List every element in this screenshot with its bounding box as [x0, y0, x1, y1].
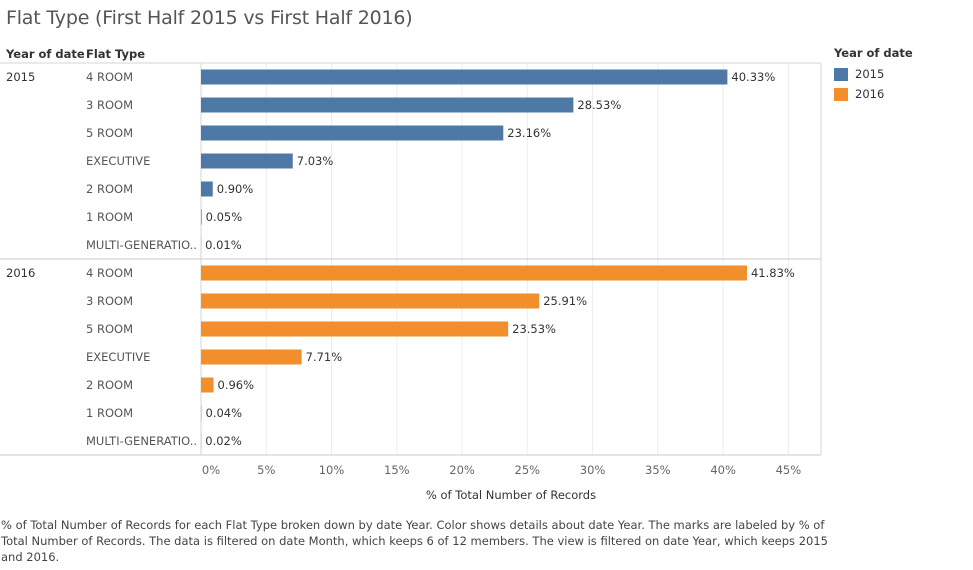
category-label: 1 ROOM [86, 406, 133, 420]
category-label: 1 ROOM [86, 210, 133, 224]
bar-2016 [201, 377, 214, 393]
data-label: 0.02% [205, 434, 242, 448]
bar-2015 [201, 153, 293, 169]
bar-2015 [201, 181, 213, 197]
x-tick-label: 0% [202, 463, 220, 477]
x-tick-label: 35% [645, 463, 671, 477]
category-label: 2 ROOM [86, 378, 133, 392]
data-label: 40.33% [731, 70, 775, 84]
year-label-2015: 2015 [6, 70, 35, 84]
flat-type-column-header[interactable]: Flat Type [86, 47, 146, 61]
bar-2016 [201, 405, 202, 421]
x-tick-label: 40% [710, 463, 736, 477]
x-tick-label: 20% [449, 463, 475, 477]
bar-2015 [201, 97, 574, 113]
legend-label-2016: 2016 [855, 87, 885, 101]
category-label: 3 ROOM [86, 98, 133, 112]
x-tick-label: 15% [384, 463, 410, 477]
bar-2015 [201, 209, 202, 225]
category-label: 5 ROOM [86, 322, 133, 336]
data-label: 23.53% [512, 322, 556, 336]
bar-2015 [201, 69, 728, 85]
bar-2016 [201, 321, 509, 337]
category-label: MULTI-GENERATIO.. [86, 434, 197, 448]
bar-2016 [201, 265, 747, 281]
data-label: 0.04% [206, 406, 243, 420]
category-label: 3 ROOM [86, 294, 133, 308]
category-label: EXECUTIVE [86, 350, 150, 364]
data-label: 28.53% [577, 98, 621, 112]
legend-title: Year of date [834, 46, 913, 60]
category-label: 2 ROOM [86, 182, 133, 196]
chart-title: Flat Type (First Half 2015 vs First Half… [6, 7, 413, 29]
data-label: 0.01% [205, 238, 242, 252]
x-tick-label: 45% [776, 463, 802, 477]
data-label: 7.03% [297, 154, 334, 168]
data-label: 0.90% [217, 182, 254, 196]
legend-label-2015: 2015 [855, 67, 885, 81]
year-column-header[interactable]: Year of date [6, 47, 85, 61]
data-label: 0.05% [206, 210, 243, 224]
data-label: 25.91% [543, 294, 587, 308]
legend-item-2015[interactable]: 2015 [834, 64, 913, 84]
x-axis-title: % of Total Number of Records [426, 488, 596, 502]
category-label: 5 ROOM [86, 126, 133, 140]
year-label-2016: 2016 [6, 266, 35, 280]
bar-2016 [201, 349, 302, 365]
category-label: EXECUTIVE [86, 154, 150, 168]
data-label: 7.71% [306, 350, 343, 364]
bar-2015 [201, 125, 504, 141]
legend-item-2016[interactable]: 2016 [834, 84, 913, 104]
x-tick-label: 25% [515, 463, 541, 477]
bar-chart: 2015 4 ROOM 40.33% 3 ROOM 28.53% 5 ROOM 23.16%… [0, 62, 822, 502]
bar-2016 [201, 293, 540, 309]
category-label: 4 ROOM [86, 266, 133, 280]
data-label: 0.96% [218, 378, 255, 392]
x-tick-label: 30% [580, 463, 606, 477]
legend: Year of date 2015 2016 [834, 46, 913, 104]
x-tick-label: 5% [257, 463, 275, 477]
data-label: 41.83% [751, 266, 795, 280]
data-label: 23.16% [507, 126, 551, 140]
legend-swatch-2015 [834, 67, 848, 81]
x-tick-label: 10% [319, 463, 345, 477]
category-label: 4 ROOM [86, 70, 133, 84]
legend-swatch-2016 [834, 87, 848, 101]
chart-caption: % of Total Number of Records for each Fl… [1, 518, 828, 564]
category-label: MULTI-GENERATIO.. [86, 238, 197, 252]
